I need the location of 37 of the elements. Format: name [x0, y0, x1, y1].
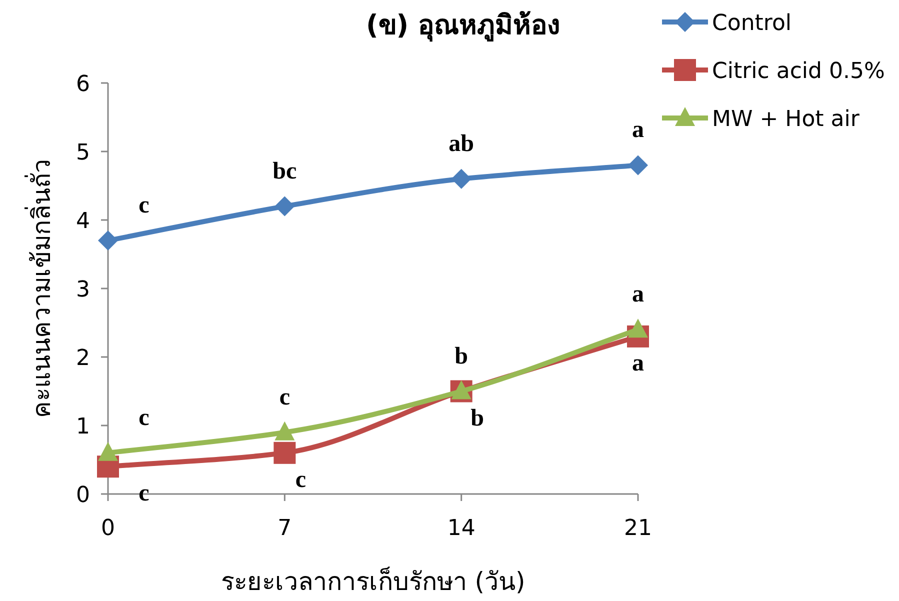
annotation: a — [632, 282, 644, 308]
point — [628, 318, 648, 338]
y-tick-label: 4 — [76, 209, 90, 234]
y-tick-label: 3 — [76, 278, 90, 302]
annotation: b — [454, 343, 468, 370]
y-tick-label: 0 — [76, 483, 90, 508]
annotation: c — [138, 480, 150, 507]
legend-label: Citric acid 0.5% — [712, 59, 885, 84]
annotation: c — [295, 466, 306, 493]
y-axis-title: คะแนนความเข้มกลิ่นถั่ว — [24, 159, 56, 418]
x-tick-label: 14 — [447, 516, 476, 541]
annotation: a — [632, 350, 644, 376]
point — [628, 155, 648, 176]
point — [98, 442, 118, 461]
y-tick-label: 1 — [76, 414, 90, 440]
annotation: a — [632, 117, 644, 144]
annotation: b — [470, 405, 484, 432]
x-axis-title: ระยะเวลาการเก็บรักษา (วัน) — [220, 566, 526, 596]
y-tick-label: 2 — [76, 346, 90, 371]
annotation: bc — [272, 158, 298, 184]
annotation: c — [279, 384, 290, 410]
legend-label: MW + Hot air — [712, 107, 860, 132]
annotation: c — [138, 192, 150, 219]
x-tick-label: 7 — [278, 516, 292, 541]
point — [274, 442, 296, 464]
annotation: ab — [448, 130, 474, 157]
chart-title: (ข) อุณหภูมิห้อง — [366, 10, 560, 42]
y-tick-label: 6 — [76, 72, 90, 97]
point — [274, 196, 295, 216]
legend-label: Control — [712, 11, 792, 36]
x-tick-label: 21 — [624, 516, 652, 541]
annotation: c — [138, 404, 150, 431]
point — [98, 230, 118, 251]
x-tick-label: 0 — [101, 516, 115, 541]
y-tick-label: 5 — [76, 140, 90, 166]
point — [274, 421, 295, 440]
point — [451, 168, 472, 189]
